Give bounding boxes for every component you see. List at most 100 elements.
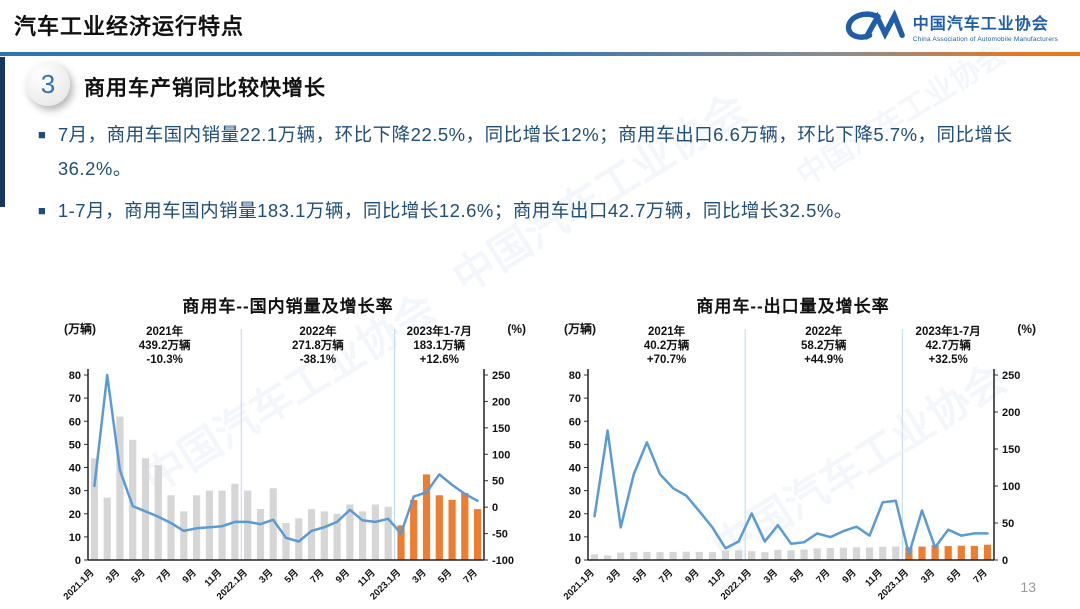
svg-text:9月: 9月 xyxy=(180,567,198,585)
svg-text:3月: 3月 xyxy=(605,567,623,585)
svg-text:42.7万辆: 42.7万辆 xyxy=(925,338,971,352)
svg-text:100: 100 xyxy=(492,449,510,461)
svg-text:2022年: 2022年 xyxy=(805,324,843,338)
page-number: 13 xyxy=(1020,579,1036,595)
svg-text:58.2万辆: 58.2万辆 xyxy=(801,338,847,352)
caam-cm-logo-icon xyxy=(845,9,905,40)
svg-text:2021.1月: 2021.1月 xyxy=(562,567,597,602)
svg-text:5月: 5月 xyxy=(945,567,963,585)
svg-text:10: 10 xyxy=(569,532,581,544)
svg-text:5月: 5月 xyxy=(436,567,454,585)
logo-name-cn: 中国汽车工业协会 xyxy=(912,15,1049,33)
svg-text:7月: 7月 xyxy=(461,567,479,585)
svg-text:100: 100 xyxy=(1002,481,1020,493)
svg-text:9月: 9月 xyxy=(840,567,858,585)
bullet-text: 7月，商用车国内销量22.1万辆，环比下降22.5%，同比增长12%；商用车出口… xyxy=(57,124,1013,179)
svg-text:439.2万辆: 439.2万辆 xyxy=(139,338,191,352)
svg-text:30: 30 xyxy=(569,486,581,498)
square-bullet-icon: ■ xyxy=(38,203,46,218)
svg-text:60: 60 xyxy=(69,416,81,428)
svg-text:7月: 7月 xyxy=(814,567,832,585)
svg-text:0: 0 xyxy=(575,555,581,567)
svg-text:2023年1-7月: 2023年1-7月 xyxy=(916,324,981,338)
chart-title: 商用车--国内销量及增长率 xyxy=(182,297,394,316)
svg-text:2023年1-7月: 2023年1-7月 xyxy=(407,324,472,338)
svg-text:80: 80 xyxy=(69,370,81,382)
svg-text:50: 50 xyxy=(492,476,504,488)
svg-text:(万辆): (万辆) xyxy=(564,321,596,336)
svg-text:7月: 7月 xyxy=(308,567,326,585)
bullet-text: 1-7月，商用车国内销量183.1万辆，同比增长12.6%；商用车出口42.7万… xyxy=(57,200,853,221)
svg-text:3月: 3月 xyxy=(762,567,780,585)
section-number-badge: 3 xyxy=(26,62,70,106)
svg-text:250: 250 xyxy=(492,370,510,382)
svg-text:183.1万辆: 183.1万辆 xyxy=(413,338,465,352)
svg-text:-50: -50 xyxy=(492,529,508,541)
svg-text:5月: 5月 xyxy=(788,567,806,585)
svg-text:5月: 5月 xyxy=(129,567,147,585)
svg-text:3月: 3月 xyxy=(919,567,937,585)
svg-text:271.8万辆: 271.8万辆 xyxy=(292,338,344,352)
svg-text:60: 60 xyxy=(569,416,581,428)
svg-text:+12.6%: +12.6% xyxy=(420,354,459,366)
svg-text:7月: 7月 xyxy=(155,567,173,585)
svg-text:(%): (%) xyxy=(1017,322,1036,336)
svg-text:5月: 5月 xyxy=(283,567,301,585)
svg-text:2022年: 2022年 xyxy=(299,324,337,338)
svg-text:11月: 11月 xyxy=(863,567,885,589)
svg-text:40: 40 xyxy=(569,463,581,475)
svg-text:3月: 3月 xyxy=(257,567,275,585)
bullet-item: ■ 1-7月，商用车国内销量183.1万辆，同比增长12.6%；商用车出口42.… xyxy=(38,194,1054,228)
chart-title: 商用车--出口量及增长率 xyxy=(696,297,890,316)
svg-text:9月: 9月 xyxy=(334,567,352,585)
svg-text:3月: 3月 xyxy=(410,567,428,585)
svg-text:+70.7%: +70.7% xyxy=(647,354,686,366)
svg-text:+44.9%: +44.9% xyxy=(804,354,843,366)
svg-text:7月: 7月 xyxy=(971,567,989,585)
svg-text:0: 0 xyxy=(1002,555,1008,567)
svg-text:(%): (%) xyxy=(507,322,526,336)
svg-text:7月: 7月 xyxy=(657,567,675,585)
logo-name-en: China Association of Automobile Manufact… xyxy=(912,35,1058,43)
svg-text:0: 0 xyxy=(492,502,498,514)
svg-text:50: 50 xyxy=(1002,518,1014,530)
svg-text:2021.1月: 2021.1月 xyxy=(61,567,96,602)
svg-text:50: 50 xyxy=(569,439,581,451)
caam-logo: 中国汽车工业协会 China Association of Automobile… xyxy=(844,6,1058,46)
svg-text:3月: 3月 xyxy=(104,567,122,585)
chart-export-volume-growth: 商用车--出口量及增长率 (万辆) (%) 2021年 40.2万辆 +70.7% 202… xyxy=(548,292,1038,609)
svg-text:+32.5%: +32.5% xyxy=(928,354,967,366)
svg-text:9月: 9月 xyxy=(683,567,701,585)
svg-text:80: 80 xyxy=(569,370,581,382)
svg-text:30: 30 xyxy=(69,486,81,498)
svg-text:40: 40 xyxy=(69,463,81,475)
svg-text:10: 10 xyxy=(69,532,81,544)
svg-text:-10.3%: -10.3% xyxy=(146,354,182,366)
svg-text:150: 150 xyxy=(492,423,510,435)
caam-logo-text: 中国汽车工业协会 China Association of Automobile… xyxy=(913,10,1058,43)
svg-text:70: 70 xyxy=(569,393,581,405)
svg-text:40.2万辆: 40.2万辆 xyxy=(644,338,690,352)
svg-text:-38.1%: -38.1% xyxy=(300,354,336,366)
svg-text:11月: 11月 xyxy=(356,567,378,589)
chart-domestic-sales-growth: 商用车--国内销量及增长率 (万辆) (%) 2021年 439.2万辆 -10.3% 2… xyxy=(48,292,528,609)
svg-text:(万辆): (万辆) xyxy=(64,321,96,336)
svg-text:0: 0 xyxy=(75,555,81,567)
svg-text:50: 50 xyxy=(69,439,81,451)
svg-text:70: 70 xyxy=(69,393,81,405)
svg-text:150: 150 xyxy=(1002,444,1020,456)
svg-text:5月: 5月 xyxy=(631,567,649,585)
svg-text:20: 20 xyxy=(69,509,81,521)
square-bullet-icon: ■ xyxy=(38,127,46,142)
svg-text:11月: 11月 xyxy=(203,567,225,589)
svg-text:-100: -100 xyxy=(492,555,514,567)
page-title: 汽车工业经济运行特点 xyxy=(14,14,245,39)
svg-text:2021年: 2021年 xyxy=(648,324,686,338)
svg-text:11月: 11月 xyxy=(706,567,728,589)
svg-text:200: 200 xyxy=(492,396,510,408)
bullet-list: ■ 7月，商用车国内销量22.1万辆，环比下降22.5%，同比增长12%；商用车… xyxy=(38,118,1054,236)
header-divider xyxy=(0,52,1080,56)
svg-text:250: 250 xyxy=(1002,370,1020,382)
